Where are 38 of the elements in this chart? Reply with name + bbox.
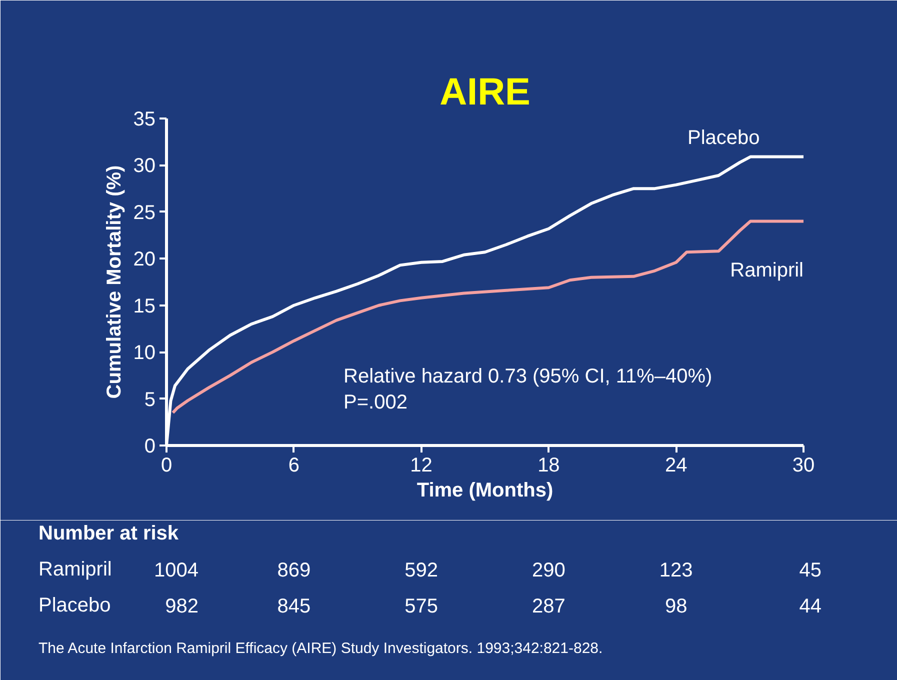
x-axis-title: Time (Months) [416, 480, 554, 502]
text: 290 [532, 560, 566, 582]
y-tick-label: 25 [133, 202, 156, 224]
x-tick-label: 18 [538, 454, 560, 476]
series-label: Ramipril [730, 259, 804, 282]
text: 123 [659, 560, 693, 582]
annotation: Relative hazard 0.73 (95% CI, 11%–40%) [344, 366, 712, 388]
text: 575 [404, 596, 438, 618]
x-tick-label: 6 [288, 454, 300, 476]
series-label: Placebo [688, 126, 760, 149]
text: Ramipril [38, 558, 112, 580]
text: 982 [165, 596, 199, 618]
text: The Acute Infarction Ramipril Efficacy (AIRE) Study Investigators. 1993;342:821-828. [38, 640, 603, 657]
y-tick-label: 10 [133, 342, 156, 364]
text: 845 [277, 596, 311, 618]
x-tick-label: 30 [792, 454, 815, 476]
text: 287 [532, 596, 566, 618]
x-tick-label: 0 [160, 454, 172, 476]
y-tick-label: 5 [144, 388, 156, 411]
x-tick-label: 12 [410, 454, 432, 476]
x-tick-label: 24 [664, 454, 688, 476]
y-axis-title: Cumulative Mortality (%) [103, 165, 126, 399]
y-tick-label: 0 [144, 436, 156, 458]
text: 45 [799, 560, 822, 582]
y-tick-label: 15 [133, 295, 156, 318]
text: 98 [664, 596, 688, 618]
annotation: P=.002 [344, 392, 408, 414]
chart-title: AIRE [440, 72, 530, 114]
text: Number at risk [38, 522, 180, 544]
text: 44 [799, 596, 822, 618]
text: Placebo [38, 594, 111, 616]
line-series [171, 220, 804, 414]
y-tick-label: 35 [133, 108, 156, 130]
y-tick-label: 20 [133, 248, 156, 271]
text: 592 [404, 560, 438, 582]
text: 869 [277, 560, 311, 582]
text: 1004 [154, 560, 199, 582]
y-tick-label: 30 [133, 155, 156, 178]
